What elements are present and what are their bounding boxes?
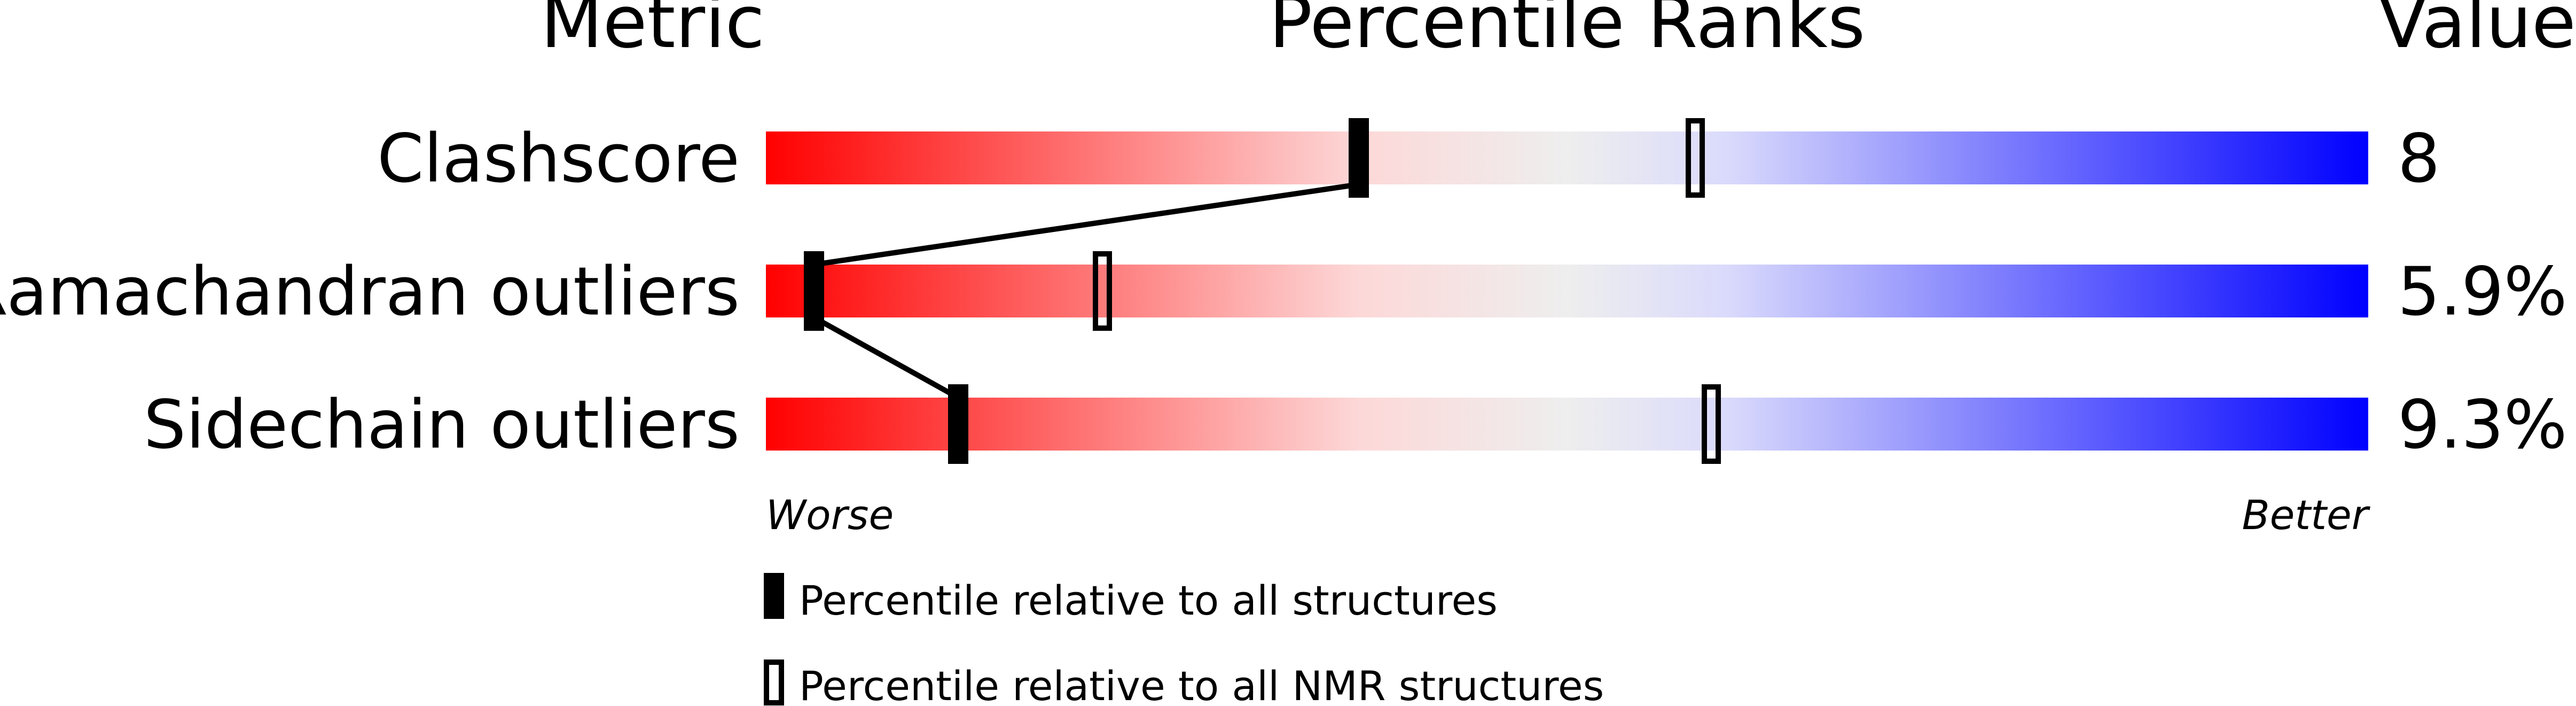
metric-row: Clashscore 8 — [377, 118, 2440, 198]
legend-nmr-marker — [764, 660, 784, 705]
metric-value: 5.9% — [2398, 253, 2567, 331]
legend-all-label: Percentile relative to all structures — [799, 577, 1498, 624]
percentile-gradient-bar — [766, 265, 2368, 317]
axis-label-worse: Worse — [766, 491, 894, 539]
nmr-percentile-marker — [1093, 251, 1112, 331]
axis-label-better: Better — [2242, 491, 2371, 539]
percentile-connector-line — [813, 182, 1359, 267]
metric-label: Sidechain outliers — [144, 386, 740, 464]
metric-value: 9.3% — [2398, 386, 2567, 464]
nmr-percentile-marker — [1686, 118, 1705, 198]
metric-row: Ramachandran outliers 5.9% — [0, 251, 2567, 331]
metric-value: 8 — [2398, 120, 2440, 198]
metric-label: Clashscore — [377, 120, 740, 198]
legend-nmr-label: Percentile relative to all NMR structure… — [799, 662, 1604, 706]
nmr-percentile-marker — [1702, 384, 1721, 464]
percentile-gradient-bar — [766, 131, 2368, 184]
metric-row: Sidechain outliers 9.3% — [144, 384, 2567, 464]
header-metric: Metric — [541, 0, 765, 64]
percentile-gradient-bar — [766, 398, 2368, 451]
legend-all-marker — [764, 573, 784, 619]
header-value: Value — [2378, 0, 2576, 64]
header-percentile-ranks: Percentile Ranks — [1269, 0, 1866, 64]
metric-label: Ramachandran outliers — [0, 253, 740, 331]
percentile-connector-line — [812, 315, 960, 400]
